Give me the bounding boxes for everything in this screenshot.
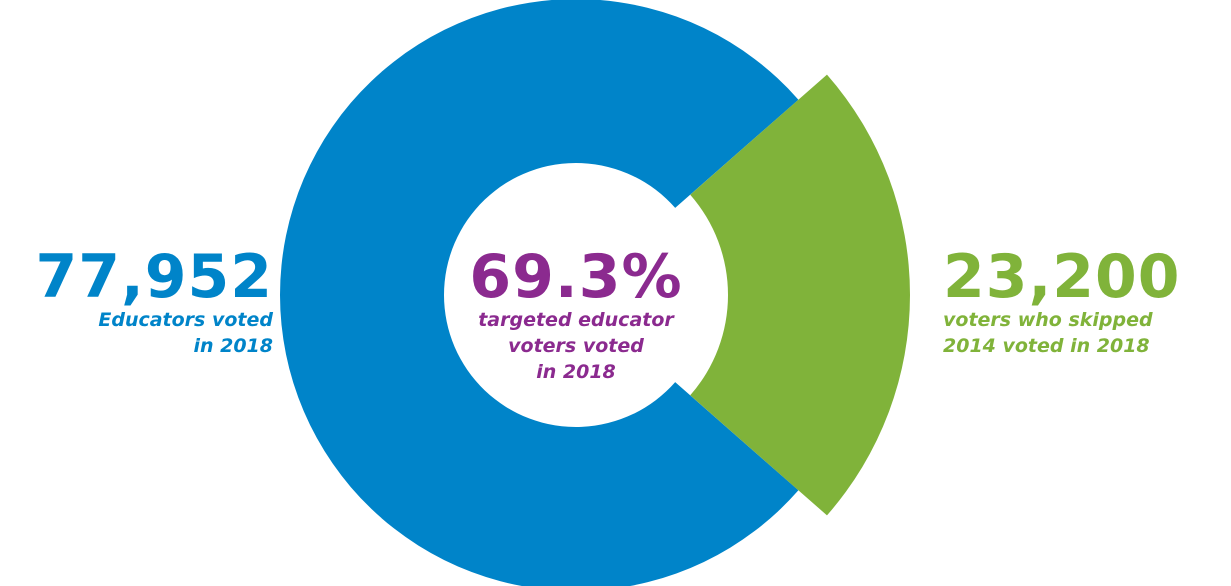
- skipped-voters-stat: 23,200 voters who skipped 2014 voted in …: [943, 247, 1181, 359]
- educators-voted-caption-line2: in 2018: [193, 335, 273, 357]
- targeted-voters-caption-line1: targeted educator: [478, 309, 674, 331]
- targeted-voters-stat: 69.3% targeted educator voters voted in …: [445, 247, 707, 385]
- slice-skipped-voters: [690, 74, 911, 516]
- educators-voted-stat: 77,952 Educators voted in 2018: [35, 247, 273, 359]
- targeted-voters-caption-line3: in 2018: [536, 361, 616, 383]
- skipped-voters-value: 23,200: [943, 242, 1181, 312]
- slice-educators-voted: [279, 0, 799, 586]
- educators-voted-value: 77,952: [35, 242, 273, 312]
- skipped-voters-caption-line2: 2014 voted in 2018: [943, 335, 1150, 357]
- targeted-voters-value: 69.3%: [469, 242, 683, 312]
- targeted-voters-caption-line2: voters voted: [508, 335, 644, 357]
- skipped-voters-caption-line1: voters who skipped: [943, 309, 1153, 331]
- educators-voted-caption-line1: Educators voted: [98, 309, 273, 331]
